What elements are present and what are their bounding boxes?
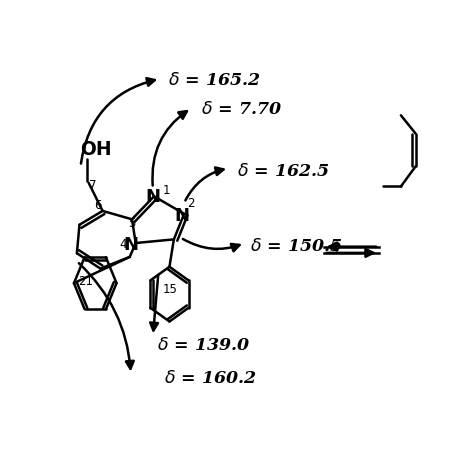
Text: N: N	[123, 236, 138, 254]
Text: 5: 5	[128, 217, 135, 230]
Text: $\delta$ = 7.70: $\delta$ = 7.70	[201, 101, 282, 118]
Text: 21: 21	[78, 275, 93, 288]
Text: N: N	[175, 207, 190, 225]
Text: $\delta$ = 150.5: $\delta$ = 150.5	[250, 238, 343, 255]
Text: $\delta$ = 165.2: $\delta$ = 165.2	[168, 72, 260, 89]
Text: $\delta$ = 139.0: $\delta$ = 139.0	[156, 337, 250, 354]
Text: $\delta$ = 162.5: $\delta$ = 162.5	[237, 164, 330, 180]
Text: $\delta$ = 160.2: $\delta$ = 160.2	[164, 370, 256, 387]
Text: N: N	[146, 188, 160, 206]
Text: 4: 4	[120, 237, 128, 251]
Text: 2: 2	[187, 197, 194, 210]
Text: OH: OH	[81, 140, 112, 159]
Text: 15: 15	[163, 283, 178, 296]
Text: 1: 1	[163, 184, 171, 197]
Text: 7: 7	[89, 179, 97, 192]
Text: 6: 6	[94, 199, 101, 212]
